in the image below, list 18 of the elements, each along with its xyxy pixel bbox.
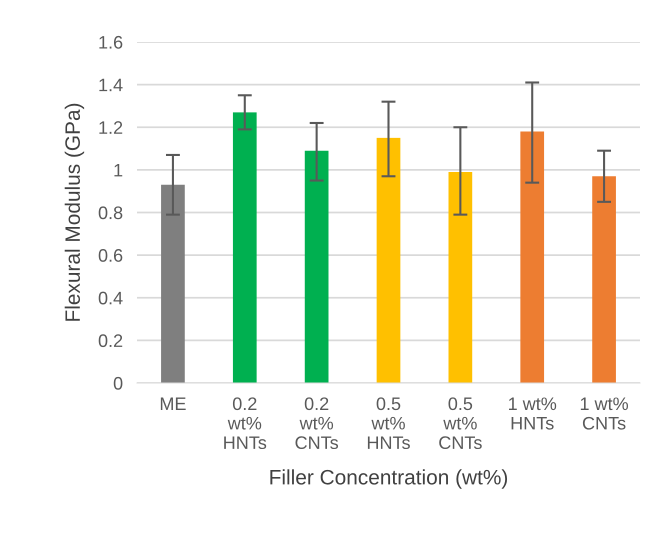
y-tick-label: 1.4	[99, 78, 123, 92]
x-tick-label: 0.2 wt% CNTs	[295, 397, 338, 450]
y-tick-label: 1	[114, 164, 122, 176]
x-tick-label: ME	[160, 398, 186, 410]
x-tick-label: 1 wt% CNTs	[580, 397, 628, 430]
x-tick-label: 0.5 wt% HNTs	[368, 397, 410, 450]
x-tick-label: 1 wt% HNTs	[509, 397, 556, 430]
y-tick-label: 0	[114, 376, 122, 390]
y-tick-label: 1.2	[99, 121, 122, 134]
x-axis-title: Filler Concentration (wt%)	[270, 469, 508, 489]
y-tick-label: 0.4	[98, 292, 123, 304]
x-tick-label: 0.5 wt% CNTs	[439, 397, 482, 450]
x-tick-label: 0.2 wt% HNTs	[224, 397, 266, 450]
y-tick-label: 0.6	[98, 249, 122, 262]
y-tick-label: 0.2	[98, 334, 122, 348]
y-axis-title: Flexural Modulus (GPa)	[64, 104, 84, 321]
y-tick-label: 1.6	[99, 36, 122, 49]
y-tick-label: 0.8	[98, 206, 122, 220]
